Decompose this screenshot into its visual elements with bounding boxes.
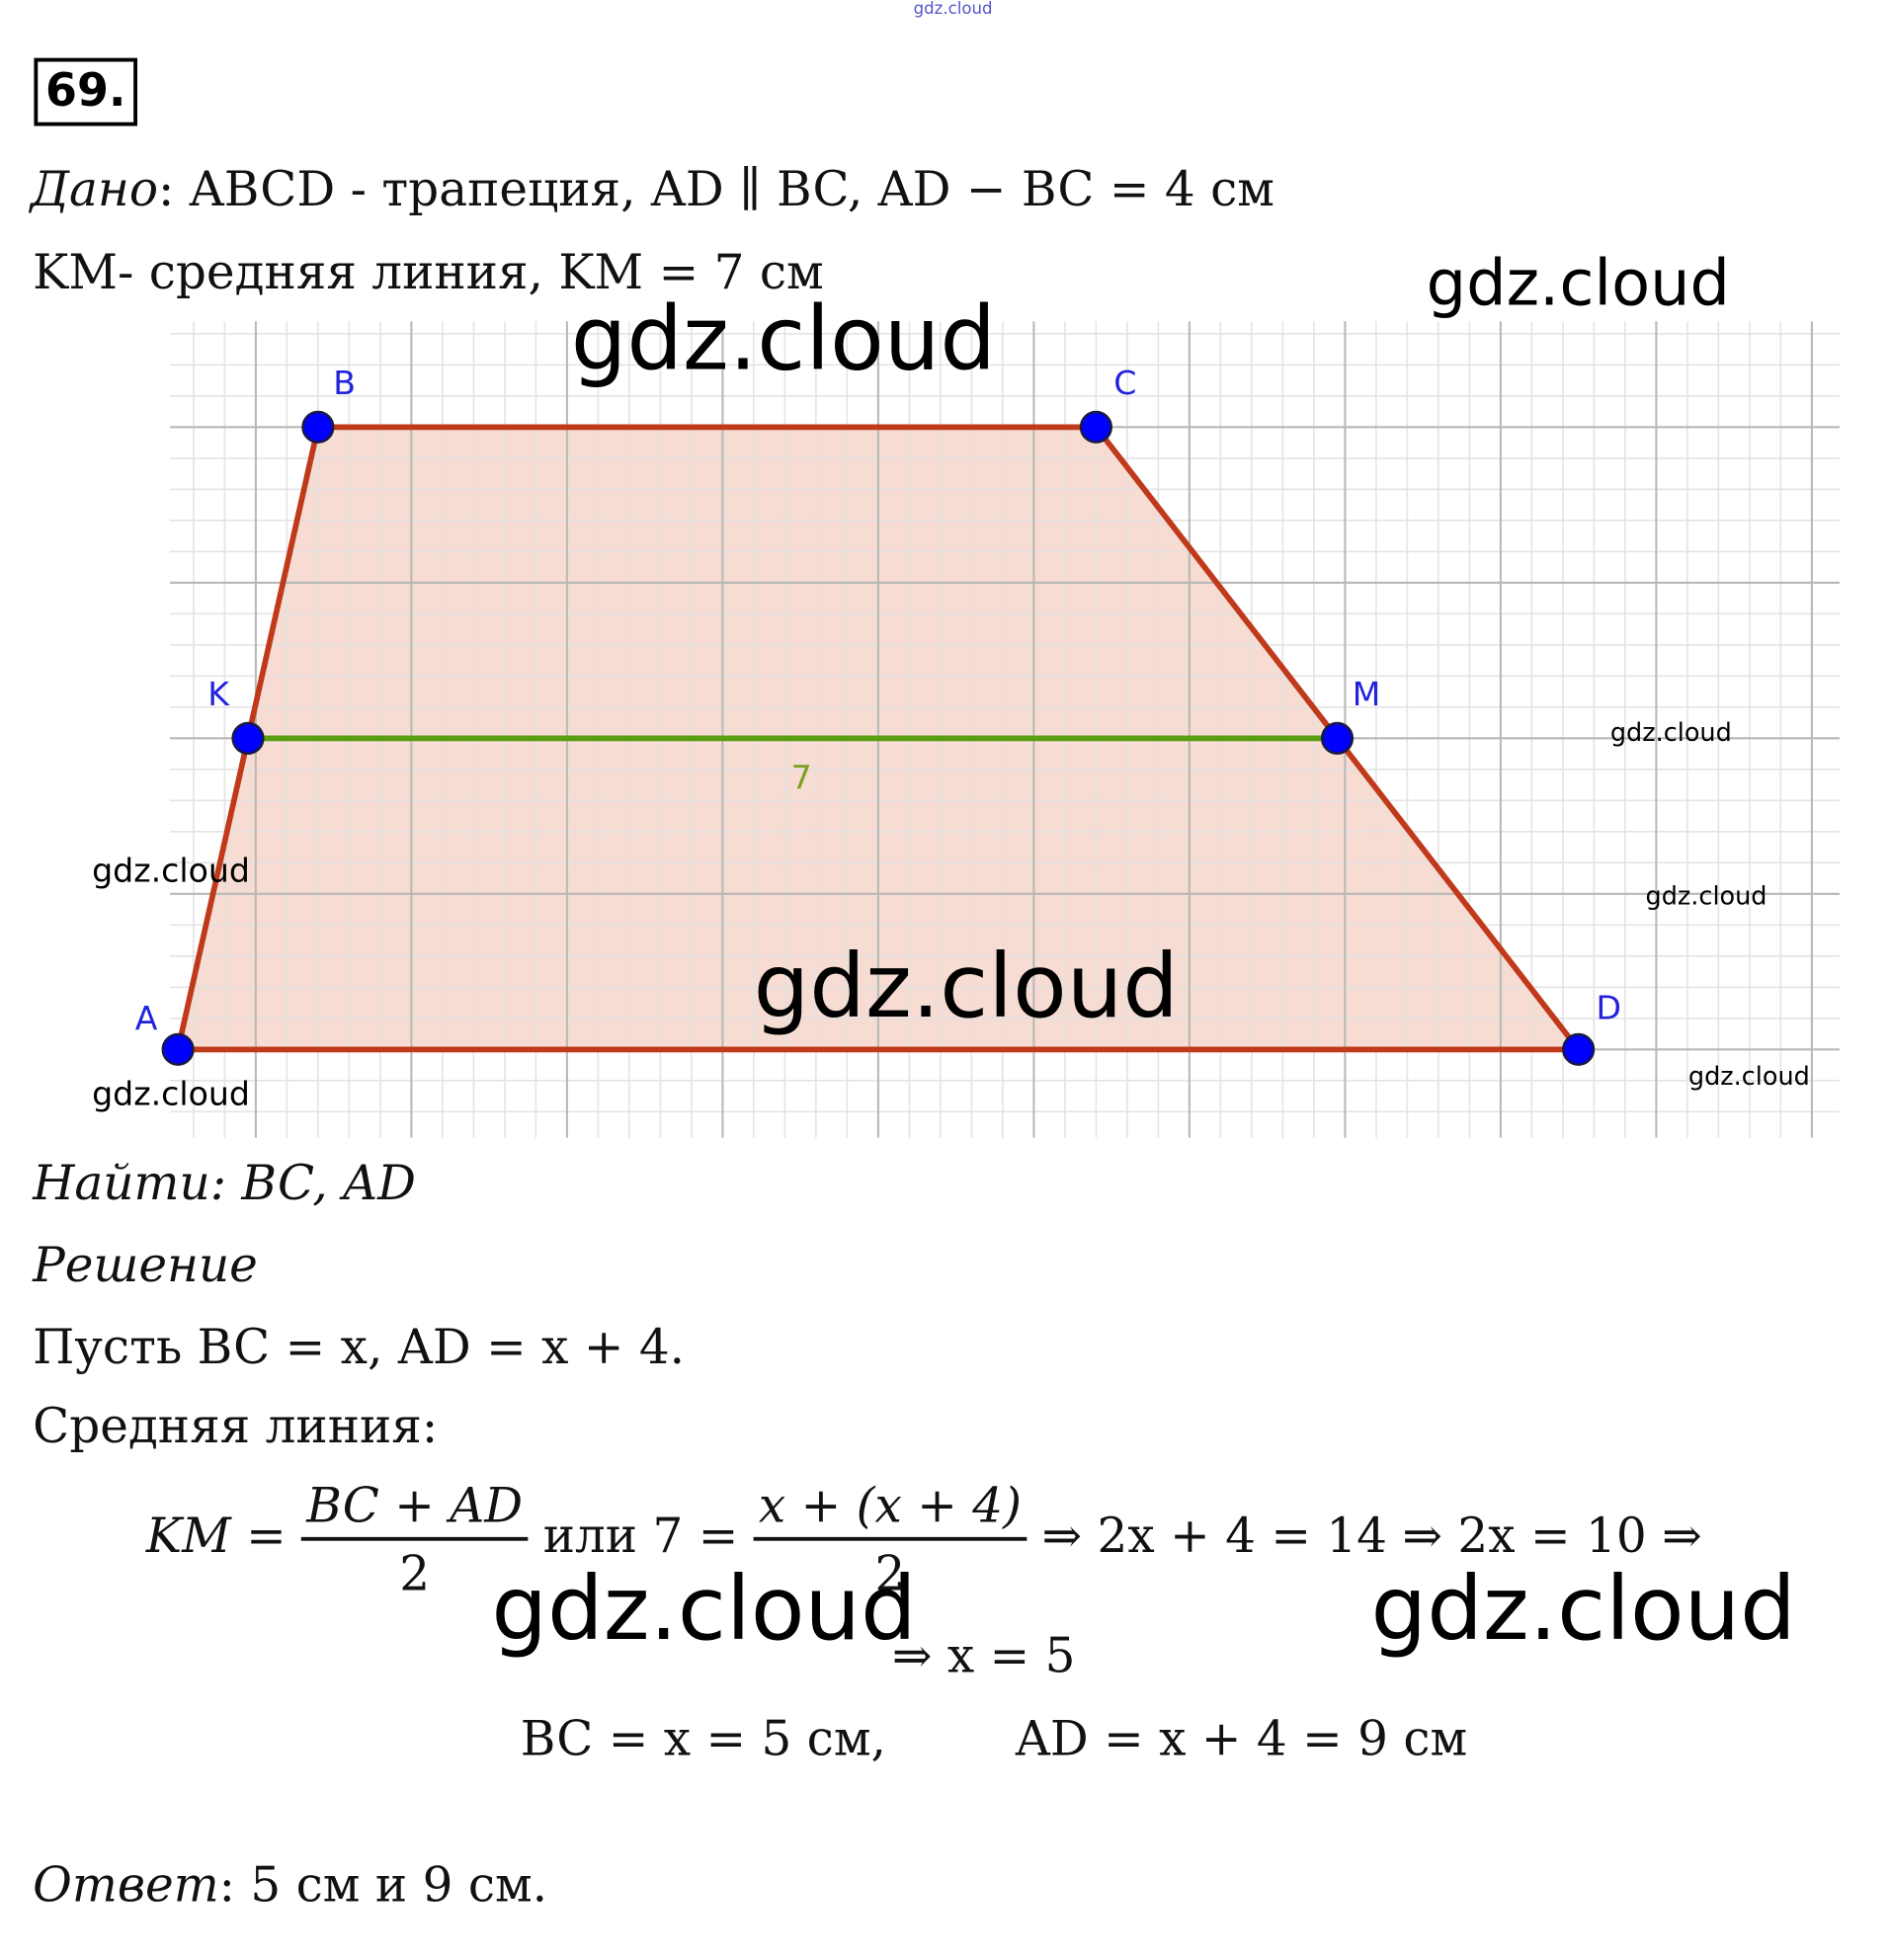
or-text: или 7 = <box>542 1508 739 1564</box>
answer-text: : 5 см и 9 см. <box>218 1856 548 1913</box>
equation-main: KM = BC + AD 2 или 7 = x + (x + 4) 2 ⇒ 2x … <box>146 1474 1702 1606</box>
point-label-A: A <box>135 999 158 1037</box>
midline-title: Средняя линия: <box>33 1398 439 1454</box>
point-B <box>301 410 335 444</box>
given-text: : ABCD - трапеция, AD ∥ BC, AD − BC = 4 … <box>158 161 1274 217</box>
watermark: gdz.cloud <box>570 286 997 391</box>
point-label-C: C <box>1113 364 1136 402</box>
find-text: : BC, AD <box>209 1155 416 1211</box>
given-label: Дано <box>30 161 159 217</box>
fraction-2: x + (x + 4) 2 <box>753 1474 1027 1606</box>
find-line: Найти: BC, AD <box>33 1155 416 1210</box>
watermark: gdz.cloud <box>1609 716 1732 748</box>
given-line-1: Дано: ABCD - трапеция, AD ∥ BC, AD − BC … <box>31 161 1274 216</box>
watermark: gdz.cloud <box>1426 246 1731 320</box>
eq-lhs: KM = <box>145 1508 287 1564</box>
point-C <box>1079 410 1112 444</box>
trapezoid-figure: 7 A B C D K M <box>135 321 1840 1138</box>
watermark: gdz.cloud <box>491 1557 917 1661</box>
let-line: Пусть BC = x, AD = x + 4. <box>33 1319 686 1375</box>
solution-label: Решение <box>33 1237 258 1293</box>
point-label-K: K <box>207 675 230 713</box>
watermark: gdz.cloud <box>1645 880 1767 912</box>
watermark: gdz.cloud <box>92 853 250 891</box>
fraction-1: BC + AD 2 <box>301 1474 529 1606</box>
problem-number: 69. <box>34 57 138 126</box>
ad-result: AD = x + 4 = 9 см <box>1015 1710 1468 1766</box>
frac1-denominator: 2 <box>399 1545 431 1601</box>
eq-chain: ⇒ 2x + 4 = 14 ⇒ 2x = 10 ⇒ <box>1041 1508 1702 1564</box>
watermark: gdz.cloud <box>1370 1557 1796 1661</box>
midline-length-label: 7 <box>791 758 812 796</box>
given-line-2: KM- средняя линия, KM = 7 см <box>33 244 824 300</box>
point-label-D: D <box>1596 989 1621 1027</box>
bc-result: BC = x = 5 см, <box>520 1710 886 1766</box>
frac2-denominator: 2 <box>874 1545 906 1601</box>
watermark: gdz.cloud <box>92 1076 250 1114</box>
point-K <box>231 721 265 755</box>
eq-result: ⇒ x = 5 <box>891 1627 1076 1683</box>
point-label-M: M <box>1353 675 1381 713</box>
point-M <box>1320 721 1355 755</box>
frac2-numerator: x + (x + 4) <box>753 1474 1027 1541</box>
point-label-B: B <box>333 364 356 402</box>
answer-label: Ответ <box>33 1856 219 1913</box>
find-label: Найти <box>33 1155 210 1211</box>
watermark: gdz.cloud <box>1687 1060 1810 1092</box>
point-A <box>161 1032 195 1066</box>
answer-line: Ответ: 5 см и 9 см. <box>33 1857 547 1913</box>
watermark: gdz.cloud <box>753 935 1179 1038</box>
point-D <box>1562 1032 1596 1066</box>
watermark-top: gdz.cloud <box>913 0 993 20</box>
frac1-numerator: BC + AD <box>301 1474 529 1541</box>
